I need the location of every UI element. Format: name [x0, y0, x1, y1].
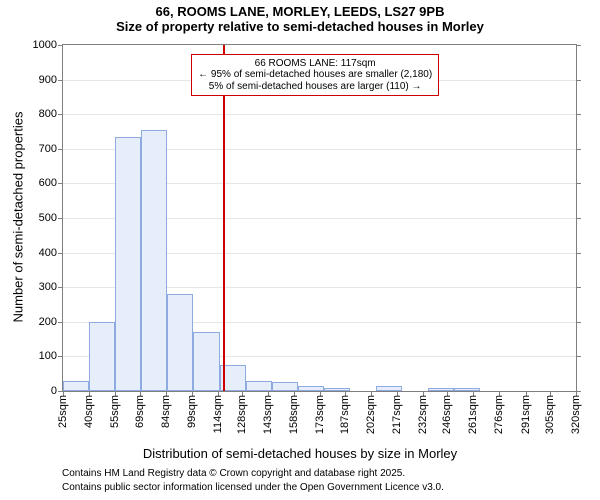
ytick-mark — [576, 253, 581, 254]
xtick-label: 114sqm — [212, 395, 224, 433]
histogram-bar — [428, 388, 454, 391]
xtick-label: 128sqm — [236, 395, 248, 434]
histogram-bar — [115, 137, 141, 391]
ytick-label: 300 — [39, 281, 57, 293]
ytick-label: 1000 — [33, 39, 57, 51]
xtick-label: 173sqm — [314, 395, 326, 434]
xtick-label: 217sqm — [391, 395, 403, 434]
ytick-mark — [576, 45, 581, 46]
ytick-label: 400 — [39, 247, 57, 259]
xtick-label: 55sqm — [109, 395, 121, 428]
annotation-box: 66 ROOMS LANE: 117sqm← 95% of semi-detac… — [191, 54, 439, 97]
xtick-label: 40sqm — [83, 395, 95, 428]
y-axis-title: Number of semi-detached properties — [11, 112, 26, 323]
annotation-line: ← 95% of semi-detached houses are smalle… — [198, 69, 432, 81]
ytick-mark — [58, 114, 63, 115]
ytick-label: 200 — [39, 316, 57, 328]
ytick-mark — [58, 45, 63, 46]
histogram-bar — [376, 386, 402, 391]
histogram-bar — [324, 388, 350, 391]
ytick-mark — [58, 253, 63, 254]
grid-line — [63, 114, 576, 115]
xtick-label: 69sqm — [134, 395, 146, 428]
xtick-label: 291sqm — [520, 395, 532, 434]
xtick-label: 202sqm — [365, 395, 377, 434]
annotation-line: 5% of semi-detached houses are larger (1… — [198, 81, 432, 93]
xtick-label: 305sqm — [544, 395, 556, 434]
chart-root: 66, ROOMS LANE, MORLEY, LEEDS, LS27 9PB … — [0, 0, 600, 500]
histogram-bar — [141, 130, 167, 391]
xtick-label: 99sqm — [186, 395, 198, 428]
footnote-2: Contains public sector information licen… — [62, 482, 444, 493]
xtick-label: 246sqm — [441, 395, 453, 434]
ytick-label: 800 — [39, 108, 57, 120]
ytick-mark — [576, 356, 581, 357]
footnote-1: Contains HM Land Registry data © Crown c… — [62, 468, 405, 479]
xtick-label: 84sqm — [160, 395, 172, 428]
histogram-bar — [193, 332, 219, 391]
annotation-line: 66 ROOMS LANE: 117sqm — [198, 58, 432, 70]
ytick-mark — [58, 80, 63, 81]
histogram-bar — [272, 382, 298, 391]
ytick-mark — [576, 183, 581, 184]
ytick-mark — [58, 183, 63, 184]
marker-line — [223, 45, 225, 391]
ytick-mark — [576, 218, 581, 219]
xtick-label: 276sqm — [493, 395, 505, 434]
ytick-mark — [58, 287, 63, 288]
ytick-mark — [576, 149, 581, 150]
ytick-mark — [58, 322, 63, 323]
histogram-bar — [63, 381, 89, 391]
xtick-label: 320sqm — [570, 395, 582, 434]
ytick-label: 700 — [39, 143, 57, 155]
xtick-label: 158sqm — [288, 395, 300, 434]
ytick-mark — [576, 287, 581, 288]
ytick-mark — [576, 114, 581, 115]
ytick-mark — [576, 80, 581, 81]
ytick-label: 600 — [39, 177, 57, 189]
ytick-label: 900 — [39, 74, 57, 86]
xtick-label: 25sqm — [57, 395, 69, 428]
title-line-1: 66, ROOMS LANE, MORLEY, LEEDS, LS27 9PB — [0, 4, 600, 19]
histogram-bar — [454, 388, 480, 391]
ytick-mark — [576, 322, 581, 323]
ytick-label: 100 — [39, 350, 57, 362]
ytick-mark — [58, 149, 63, 150]
xtick-label: 143sqm — [262, 395, 274, 434]
xtick-label: 232sqm — [417, 395, 429, 434]
plot-area: 0100200300400500600700800900100025sqm40s… — [62, 44, 577, 392]
xtick-label: 261sqm — [467, 395, 479, 434]
histogram-bar — [246, 381, 272, 391]
histogram-bar — [167, 294, 193, 391]
title-line-2: Size of property relative to semi-detach… — [0, 19, 600, 34]
ytick-label: 500 — [39, 212, 57, 224]
histogram-bar — [89, 322, 115, 391]
title-block: 66, ROOMS LANE, MORLEY, LEEDS, LS27 9PB … — [0, 4, 600, 34]
xtick-label: 187sqm — [339, 395, 351, 434]
x-axis-title: Distribution of semi-detached houses by … — [0, 446, 600, 461]
ytick-mark — [58, 218, 63, 219]
ytick-mark — [58, 356, 63, 357]
